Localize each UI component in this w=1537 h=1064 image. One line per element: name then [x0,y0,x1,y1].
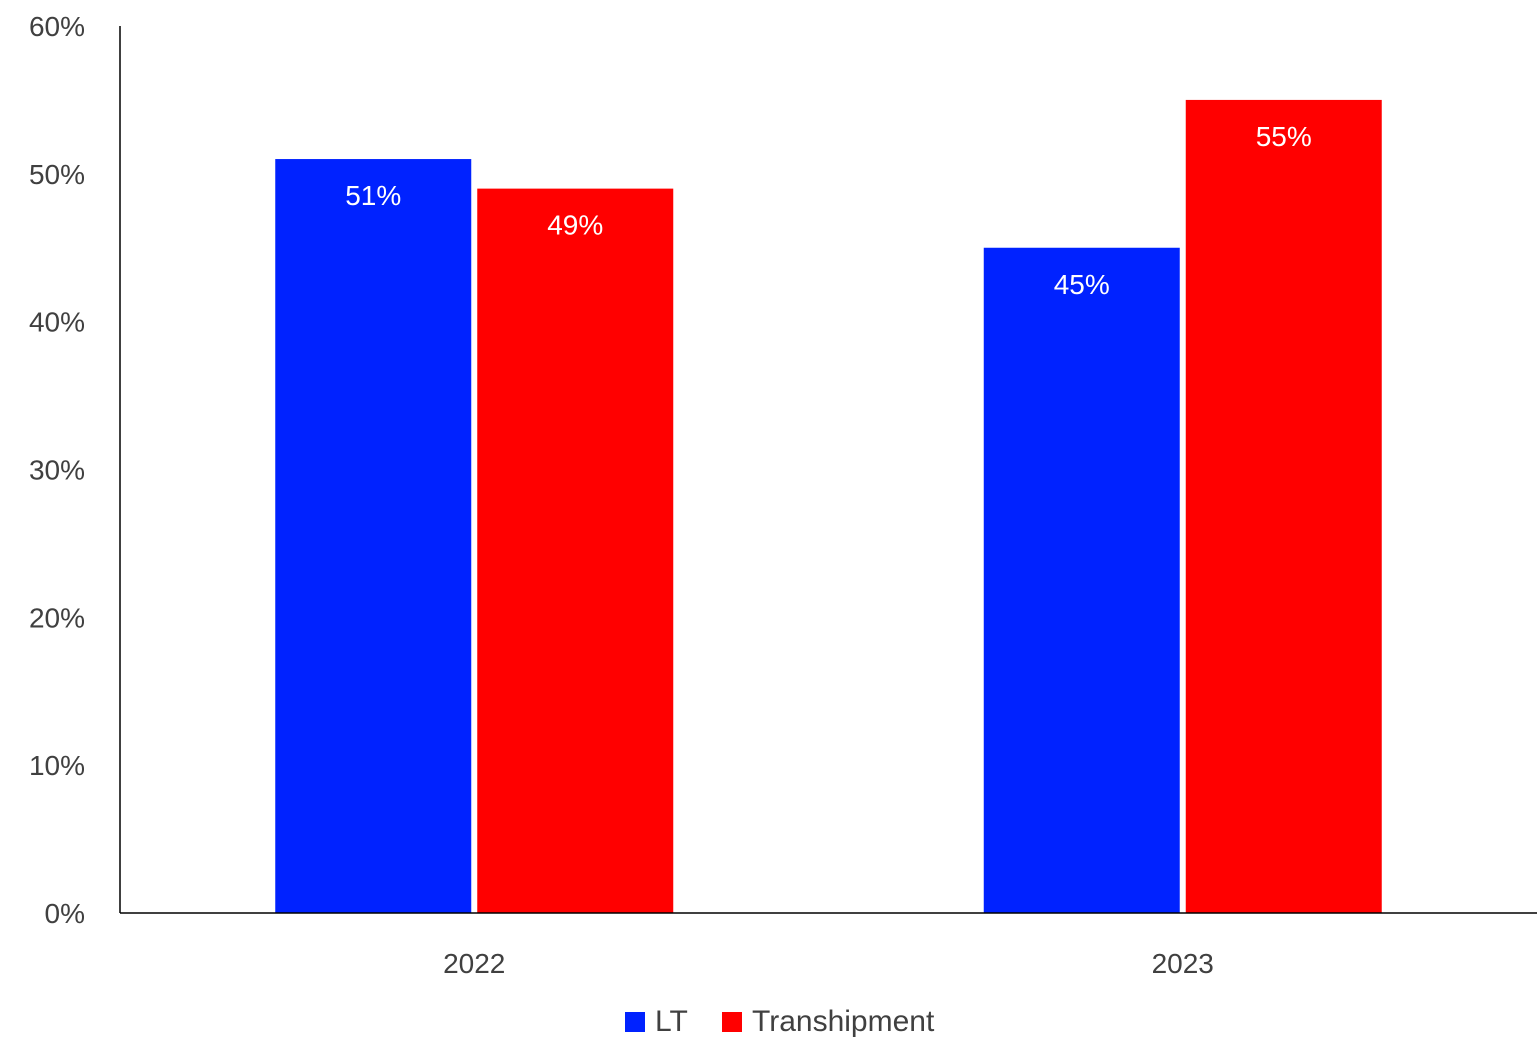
y-axis-tick-labels: 0% 10% 20% 30% 40% 50% 60% [29,11,85,929]
bar-transhipment-2022 [477,188,674,913]
x-axis-tick-labels: 2022 2023 [443,948,1214,979]
x-tick-label: 2023 [1152,948,1214,979]
legend-swatch-lt [625,1012,645,1032]
bar-data-label: 51% [345,180,401,211]
y-tick-label: 10% [29,750,85,781]
y-tick-label: 20% [29,602,85,633]
y-tick-label: 50% [29,159,85,190]
legend-swatch-transhipment [722,1012,742,1032]
bar-data-labels: 51% 49% 45% 55% [345,121,1312,300]
legend-label-lt: LT [655,1005,688,1038]
x-tick-label: 2022 [443,948,505,979]
bar-data-label: 55% [1256,121,1312,152]
bar-lt-2022 [275,159,472,914]
y-tick-label: 0% [45,898,85,929]
legend-label-transhipment: Transhipment [752,1005,935,1038]
y-tick-label: 40% [29,307,85,338]
bar-data-label: 49% [547,210,603,241]
bar-lt-2023 [983,247,1180,913]
y-tick-label: 30% [29,455,85,486]
bar-data-label: 45% [1054,269,1110,300]
legend: LT Transhipment [625,1005,935,1038]
bar-transhipment-2023 [1185,99,1382,913]
y-tick-label: 60% [29,11,85,42]
bars-group [275,99,1382,914]
